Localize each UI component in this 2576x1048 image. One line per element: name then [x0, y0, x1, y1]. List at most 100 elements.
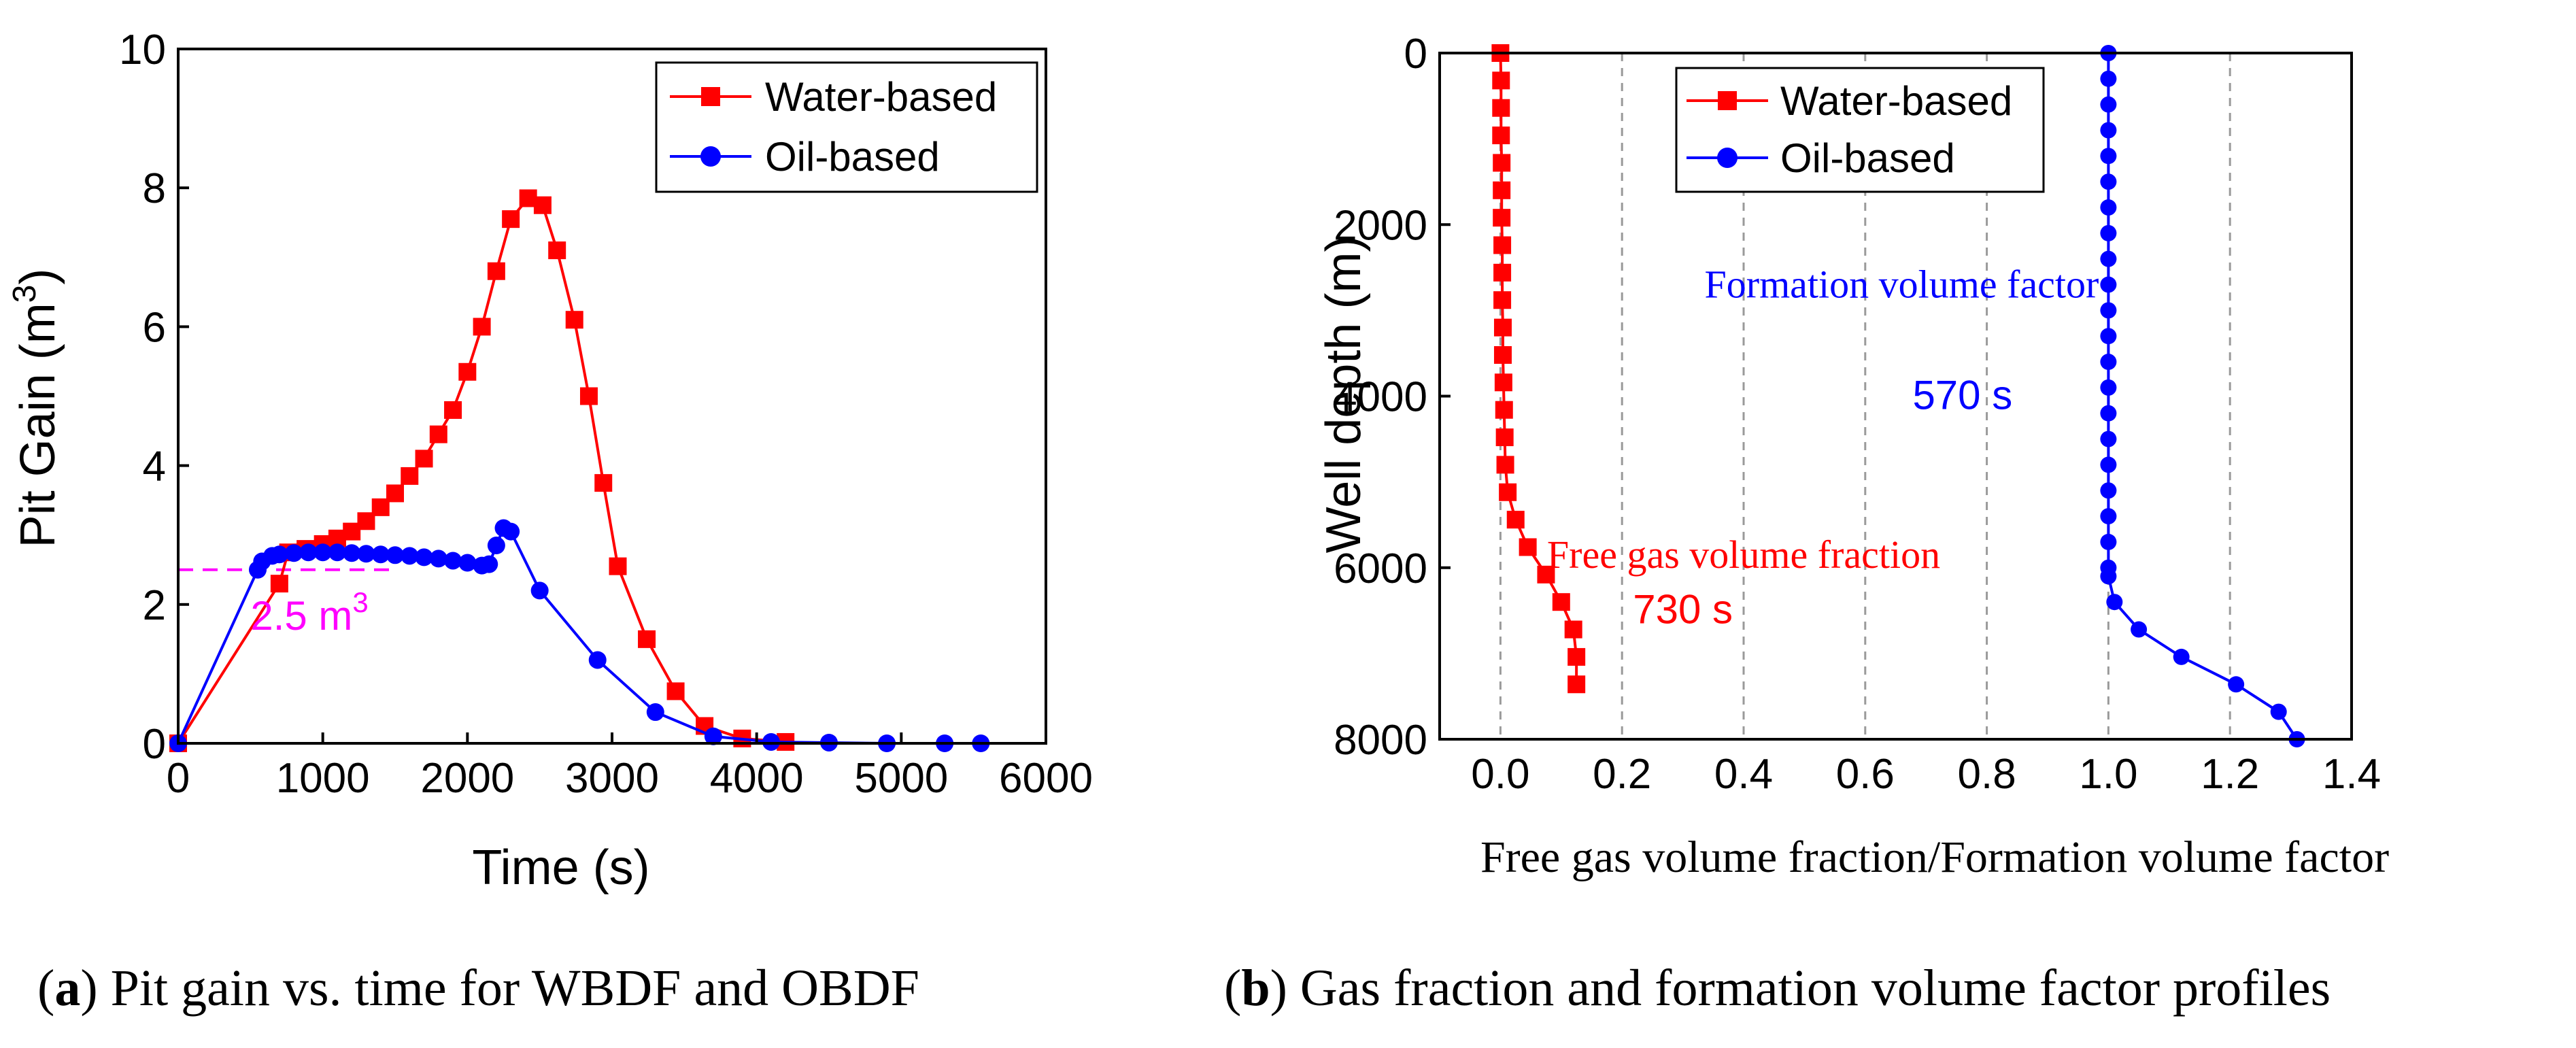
panel-b-series-line-water-based — [1499, 52, 1578, 685]
panel-a-series-line-water-based — [177, 197, 786, 745]
panel-a-y-tick-label: 8 — [143, 165, 166, 212]
panel-a-point-oil-based — [401, 547, 419, 565]
legend-swatch-oil-based-marker — [700, 146, 721, 167]
panel-a-point-oil-based — [458, 554, 477, 572]
panel-a-point-oil-based — [487, 537, 505, 555]
panel-b-legend: Water-based Oil-based — [1675, 67, 2045, 193]
panel-a-chart: 0 1000 2000 3000 4000 5000 6000 0 2 4 6 8 10 Time (s… — [7, 27, 1093, 895]
panel-b-x-tick-label: 0.4 — [1714, 751, 1773, 798]
panel-b-point-water-based — [1493, 345, 1512, 364]
panel-a-y-tick-label: 2 — [143, 582, 166, 629]
panel-a-y-axis-label-end: ) — [11, 269, 65, 285]
panel-a-point-water-based — [666, 682, 685, 700]
panel-b-y-axis-label: Well depth (m) — [1317, 236, 1371, 554]
panel-a-reference-label-main: 2.5 m — [250, 593, 352, 639]
panel-a-x-tick-label: 1000 — [276, 755, 370, 802]
panel-a-y-tick-label: 10 — [119, 27, 166, 73]
panel-a-x-tick-label: 5000 — [854, 755, 948, 802]
panel-a-point-oil-based — [299, 543, 318, 562]
panel-b-annotation-formation-volume-factor: Formation volume factor — [1705, 262, 2099, 306]
panel-b-point-water-based — [1493, 318, 1512, 337]
panel-a-point-oil-based — [502, 522, 520, 541]
panel-a-point-oil-based — [313, 543, 332, 562]
panel-b-legend-box — [1675, 67, 2045, 193]
panel-a-point-water-based — [415, 450, 433, 468]
panel-a-point-water-based — [638, 630, 656, 648]
caption-a-letter: a — [54, 960, 80, 1017]
panel-b-point-water-based — [1495, 401, 1513, 419]
panel-b-x-tick-label: 1.2 — [2201, 751, 2259, 798]
panel-a-y-axis-label: Pit Gain (m3) — [7, 269, 65, 548]
panel-b-point-water-based — [1567, 647, 1586, 666]
panel-a-point-water-based — [386, 484, 404, 503]
panel-a-y-tick-label: 0 — [143, 721, 166, 768]
panel-a-point-water-based — [270, 575, 288, 593]
legend-item-oil-based: Oil-based — [670, 134, 940, 180]
panel-a-x-tick-label: 4000 — [710, 755, 804, 802]
panel-b-point-oil-based — [2106, 594, 2123, 611]
panel-a-point-water-based — [533, 196, 552, 214]
panel-b-x-tick-label: 0.2 — [1593, 751, 1651, 798]
panel-b-x-tick-label: 1.0 — [2079, 751, 2137, 798]
panel-b-point-water-based — [1493, 154, 1511, 172]
panel-b-point-oil-based — [2100, 430, 2117, 447]
panel-b-point-oil-based — [2228, 676, 2245, 693]
panel-b-point-water-based — [1519, 538, 1537, 556]
panel-a-point-oil-based — [480, 555, 498, 573]
caption-a-open: ( — [37, 960, 54, 1017]
panel-a-point-oil-based — [285, 544, 303, 562]
legend-swatch-oil-based-b-marker — [1717, 148, 1738, 168]
panel-b-y-tick-label: 6000 — [1334, 545, 1427, 592]
panel-b-point-oil-based — [2100, 482, 2117, 499]
panel-a-point-oil-based — [646, 703, 664, 722]
panel-a-point-water-based — [502, 210, 520, 229]
panel-b-point-water-based — [1537, 565, 1555, 584]
panel-b-x-tick-label: 0.8 — [1957, 751, 2016, 798]
panel-b-ticks: 0.0 0.2 0.4 0.6 0.8 1.0 1.2 1.4 0 2000 4000 6000 800… — [1334, 31, 2381, 798]
panel-b-point-water-based — [1493, 236, 1512, 254]
panel-b-x-tick-label: 1.4 — [2322, 751, 2381, 798]
panel-b-point-oil-based — [2173, 648, 2190, 665]
panel-b-point-oil-based — [2100, 456, 2117, 473]
panel-b-point-water-based — [1495, 428, 1514, 447]
panel-b-point-oil-based — [2100, 354, 2117, 371]
panel-a-point-oil-based — [371, 545, 390, 564]
panel-b-x-tick-label: 0.6 — [1836, 751, 1895, 798]
panel-a-y-axis-label-main: Pit Gain (m — [11, 303, 65, 547]
panel-b-annotation-free-gas-volume-fraction: Free gas volume fraction — [1547, 533, 1940, 577]
panel-a-reference-label-sup: 3 — [352, 586, 368, 618]
panel-a-ticks: 0 1000 2000 3000 4000 5000 6000 0 2 4 6 8 10 — [119, 27, 1093, 802]
panel-b-point-oil-based — [2100, 70, 2117, 87]
panel-a-point-oil-based — [343, 544, 361, 562]
panel-b-annotation-570-s: 570 s — [1912, 372, 2012, 418]
legend-label-oil-based-b: Oil-based — [1780, 135, 1955, 181]
panel-b-point-water-based — [1494, 373, 1512, 392]
panel-b-point-oil-based — [2100, 199, 2117, 216]
legend-label-water-based: Water-based — [765, 74, 997, 120]
panel-b-point-oil-based — [2131, 621, 2148, 638]
panel-b-point-oil-based — [2100, 328, 2117, 345]
panel-b-point-water-based — [1492, 126, 1510, 145]
panel-a-y-axis-label-sup: 3 — [7, 285, 43, 303]
panel-b-series-line-oil-based — [2107, 53, 2299, 741]
panel-a-point-oil-based — [588, 651, 607, 669]
panel-a-x-tick-label: 6000 — [999, 755, 1093, 802]
panel-a-point-oil-based — [704, 727, 722, 745]
panel-a-series-group — [169, 189, 990, 752]
panel-a-point-water-based — [444, 401, 462, 419]
legend-item-water-based-b: Water-based — [1687, 78, 2012, 124]
panel-b-point-water-based — [1567, 675, 1586, 694]
panel-a-point-oil-based — [530, 581, 549, 600]
panel-b-point-water-based — [1493, 263, 1512, 282]
panel-b-y-tick-label: 2000 — [1334, 202, 1427, 249]
panel-a-x-tick-label: 0 — [167, 755, 190, 802]
panel-b-x-axis-label: Free gas volume fraction/Formation volum… — [1480, 832, 2389, 882]
panel-b-series-group — [1491, 44, 2305, 747]
legend-item-oil-based-b: Oil-based — [1687, 135, 1955, 181]
caption-a: (a) Pit gain vs. time for WBDF and OBDF — [37, 960, 919, 1017]
panel-b-y-tick-label: 0 — [1404, 31, 1427, 78]
panel-b-point-oil-based — [2100, 302, 2117, 319]
panel-b-point-oil-based — [2100, 96, 2117, 113]
caption-b-open: ( — [1224, 960, 1241, 1017]
legend-label-oil-based: Oil-based — [765, 134, 940, 180]
